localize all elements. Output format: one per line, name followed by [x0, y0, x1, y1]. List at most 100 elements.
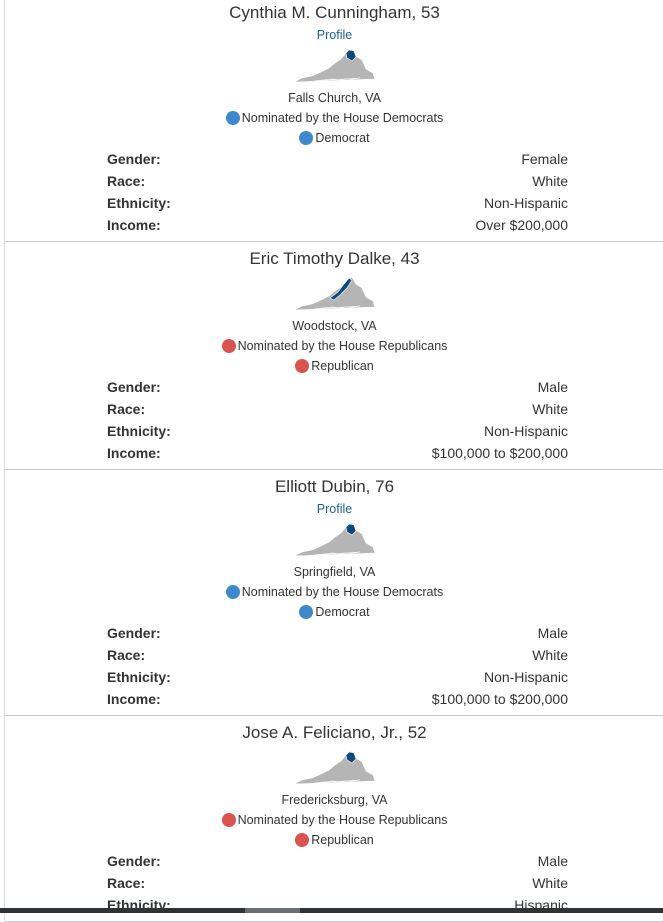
- nomination-text: Nominated by the House Republicans: [237, 339, 448, 353]
- map-box: [5, 44, 663, 88]
- party: Republican: [5, 356, 663, 376]
- party: Democrat: [5, 128, 663, 148]
- map-box: [5, 272, 663, 316]
- district-highlight: [345, 523, 356, 536]
- field-label: Income:: [107, 445, 161, 461]
- party: Democrat: [5, 602, 663, 622]
- district-highlight: [345, 751, 356, 764]
- candidate-card: Jose A. Feliciano, Jr., 52 Fredericksburg…: [5, 716, 663, 922]
- district-highlight: [328, 277, 352, 301]
- field-row: Race: White: [5, 872, 663, 894]
- state-shape: [293, 48, 375, 83]
- location: Fredericksburg, VA: [281, 793, 388, 807]
- field-row: Ethnicity: Non-Hispanic: [5, 420, 663, 442]
- field-value: White: [532, 875, 568, 891]
- candidate-name: Eric Timothy Dalke, 43: [249, 249, 420, 268]
- map-box: [5, 518, 663, 562]
- candidate-card: Elliott Dubin, 76 Profile Springfield, VA N…: [5, 470, 663, 716]
- party-dot: [225, 111, 240, 125]
- nomination: Nominated by the House Republicans: [5, 810, 663, 830]
- party-text: Republican: [311, 833, 374, 847]
- candidate-name: Jose A. Feliciano, Jr., 52: [242, 723, 427, 742]
- field-label: Ethnicity:: [107, 669, 171, 685]
- field-value: Non-Hispanic: [483, 195, 568, 211]
- field-row: Gender: Female: [5, 148, 663, 170]
- scrollbar-thumb[interactable]: [245, 908, 300, 913]
- party-dot: [299, 131, 314, 145]
- field-label: Income:: [107, 691, 161, 707]
- party-dot: [221, 813, 236, 827]
- scrollbar: [0, 908, 663, 913]
- field-row: Race: White: [5, 398, 663, 420]
- nomination-text: Nominated by the House Democrats: [241, 111, 444, 125]
- nomination: Nominated by the House Democrats: [5, 108, 663, 128]
- field-row: Race: White: [5, 644, 663, 666]
- field-label: Income:: [107, 217, 161, 233]
- field-label: Ethnicity:: [107, 423, 171, 439]
- nomination-text: Nominated by the House Republicans: [237, 813, 448, 827]
- county-lines: [313, 551, 360, 556]
- party-dot: [295, 359, 310, 373]
- field-value: $100,000 to $200,000: [431, 445, 568, 461]
- party-text: Democrat: [315, 605, 370, 619]
- field-value: White: [532, 401, 568, 417]
- district-map: [293, 48, 375, 83]
- field-row: Ethnicity: Non-Hispanic: [5, 192, 663, 214]
- candidate-card: Cynthia M. Cunningham, 53 Profile Falls Ch…: [5, 0, 663, 242]
- state-shape: [293, 750, 375, 785]
- field-row: Income: Over $200,000: [5, 214, 663, 236]
- field-row: Ethnicity: Non-Hispanic: [5, 666, 663, 688]
- field-value: Over $200,000: [475, 217, 568, 233]
- field-value: Male: [537, 379, 568, 395]
- field-label: Race:: [107, 875, 146, 891]
- district-map: [293, 276, 375, 311]
- field-value: Non-Hispanic: [483, 423, 568, 439]
- district-map: [293, 522, 375, 557]
- county-lines: [313, 779, 360, 784]
- field-label: Race:: [107, 401, 146, 417]
- field-value: Male: [537, 853, 568, 869]
- candidate-card: Eric Timothy Dalke, 43 Woodstock, VA Nomin…: [5, 242, 663, 470]
- state-shape: [293, 276, 375, 311]
- profile-link[interactable]: Profile: [316, 502, 353, 516]
- party-text: Democrat: [315, 131, 370, 145]
- state-shape: [293, 522, 375, 557]
- nomination-text: Nominated by the House Democrats: [241, 585, 444, 599]
- field-value: White: [532, 173, 568, 189]
- field-row: Gender: Male: [5, 622, 663, 644]
- profile-link[interactable]: Profile: [316, 28, 353, 42]
- field-value: $100,000 to $200,000: [431, 691, 568, 707]
- field-value: Non-Hispanic: [483, 669, 568, 685]
- field-label: Gender:: [107, 625, 161, 641]
- district-highlight: [345, 49, 356, 62]
- candidate-name: Cynthia M. Cunningham, 53: [229, 3, 440, 22]
- field-label: Ethnicity:: [107, 195, 171, 211]
- field-row: Income: $100,000 to $200,000: [5, 688, 663, 710]
- field-label: Gender:: [107, 379, 161, 395]
- field-row: Gender: Male: [5, 850, 663, 872]
- location: Woodstock, VA: [292, 319, 377, 333]
- county-lines: [313, 77, 360, 82]
- candidate-name: Elliott Dubin, 76: [274, 477, 395, 496]
- nomination: Nominated by the House Republicans: [5, 336, 663, 356]
- field-row: Income: $100,000 to $200,000: [5, 442, 663, 464]
- party-dot: [225, 585, 240, 599]
- field-label: Race:: [107, 647, 146, 663]
- field-row: Gender: Male: [5, 376, 663, 398]
- location: Falls Church, VA: [288, 91, 381, 105]
- party-text: Republican: [311, 359, 374, 373]
- nomination: Nominated by the House Democrats: [5, 582, 663, 602]
- field-label: Race:: [107, 173, 146, 189]
- district-map: [293, 750, 375, 785]
- party-dot: [299, 605, 314, 619]
- field-row: Race: White: [5, 170, 663, 192]
- map-box: [5, 746, 663, 790]
- field-value: Female: [521, 151, 568, 167]
- county-lines: [313, 305, 360, 310]
- field-value: White: [532, 647, 568, 663]
- party: Republican: [5, 830, 663, 850]
- party-dot: [295, 833, 310, 847]
- location: Springfield, VA: [293, 565, 376, 579]
- field-label: Gender:: [107, 853, 161, 869]
